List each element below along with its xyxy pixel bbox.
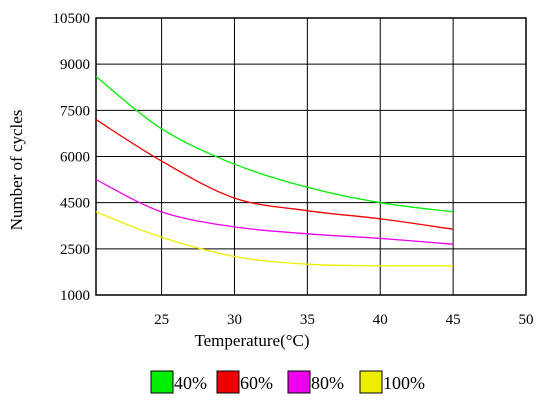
legend-swatch bbox=[150, 370, 174, 394]
legend-item: 80% bbox=[287, 370, 344, 394]
y-tick-label: 7500 bbox=[60, 103, 90, 119]
series-line-40pct bbox=[95, 75, 454, 213]
x-tick-labels: 25 30 35 40 45 50 bbox=[154, 312, 533, 328]
series-line-60pct bbox=[95, 119, 454, 230]
grid-lines bbox=[96, 17, 527, 296]
legend: 40% 60% 80% 100% bbox=[150, 370, 425, 394]
x-tick-label: 50 bbox=[519, 312, 534, 328]
y-tick-labels: 1000 2500 4500 6000 7500 9000 10500 bbox=[53, 11, 91, 304]
y-tick-label: 1000 bbox=[60, 288, 90, 304]
y-tick-label: 4500 bbox=[60, 196, 90, 212]
y-tick-label: 2500 bbox=[60, 242, 90, 258]
legend-label: 40% bbox=[174, 373, 207, 393]
legend-item: 100% bbox=[359, 370, 425, 394]
series-line-80pct bbox=[95, 179, 454, 245]
legend-swatch bbox=[216, 370, 240, 394]
series-layer bbox=[95, 75, 454, 267]
legend-label: 100% bbox=[383, 373, 425, 393]
x-tick-label: 45 bbox=[446, 312, 461, 328]
y-tick-label: 6000 bbox=[60, 150, 90, 166]
x-axis-title: Temperature(°C) bbox=[194, 331, 309, 350]
legend-swatch bbox=[359, 370, 383, 394]
legend-item: 40% bbox=[150, 370, 207, 394]
y-tick-label: 10500 bbox=[53, 11, 91, 27]
legend-swatch bbox=[287, 370, 311, 394]
legend-label: 80% bbox=[311, 373, 344, 393]
legend-label: 60% bbox=[240, 373, 273, 393]
legend-item: 60% bbox=[216, 370, 273, 394]
y-tick-label: 9000 bbox=[60, 57, 90, 73]
x-tick-label: 40 bbox=[373, 312, 388, 328]
x-tick-label: 30 bbox=[227, 312, 242, 328]
y-axis-title: Number of cycles bbox=[7, 110, 26, 231]
series-line-100pct bbox=[95, 211, 454, 267]
x-tick-label: 35 bbox=[300, 312, 315, 328]
plot-frame bbox=[95, 17, 527, 296]
x-tick-label: 25 bbox=[154, 312, 169, 328]
